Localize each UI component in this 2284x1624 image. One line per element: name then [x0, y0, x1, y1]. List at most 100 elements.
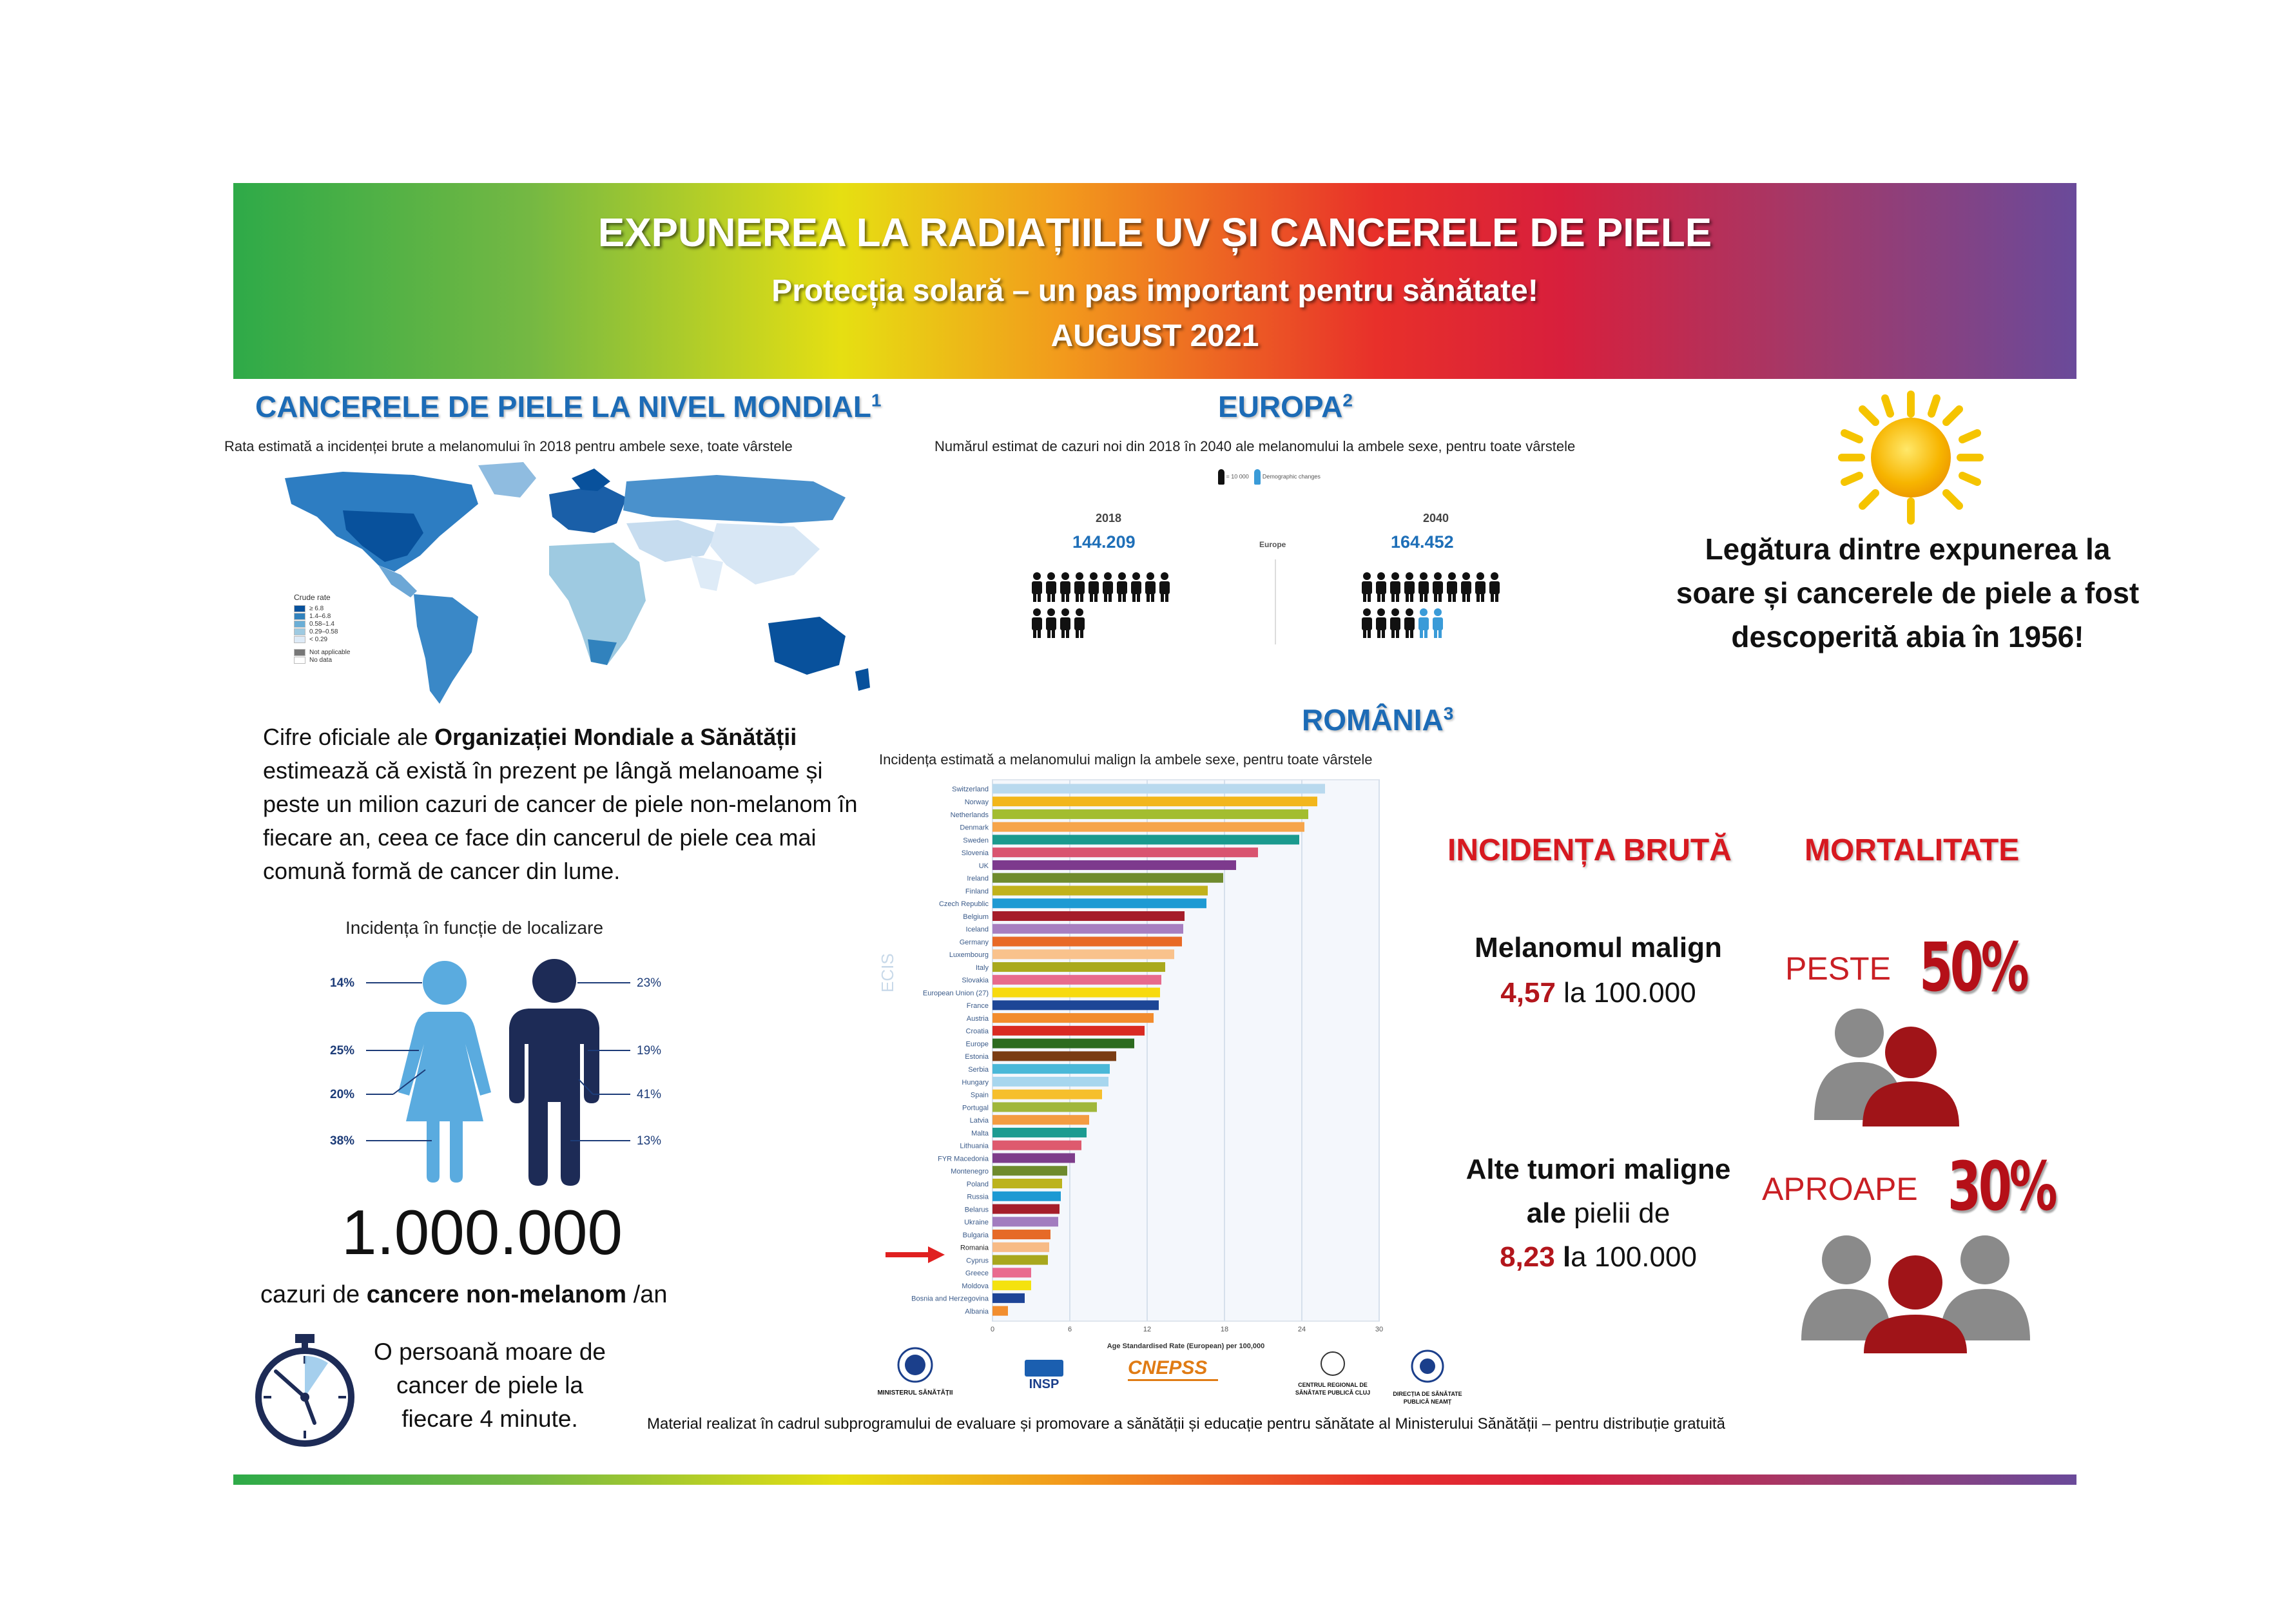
legend-label: Not applicable [309, 648, 351, 656]
europe-divider [1275, 559, 1276, 644]
category-label: Cyprus [966, 1257, 989, 1264]
legend-item: 1.4–6.8 [294, 612, 350, 620]
person-icon [1390, 608, 1400, 638]
bar-sweden [992, 835, 1299, 845]
category-label: Portugal [962, 1104, 989, 1112]
person-icon [1418, 608, 1429, 638]
bar-slovakia [992, 974, 1161, 985]
incidence-title: INCIDENȚA BRUTĂ [1447, 833, 1732, 867]
europe-value-2040: 164.452 [1391, 532, 1454, 552]
bar-norway [992, 797, 1317, 807]
category-label: Luxembourg [949, 951, 989, 959]
footer-bar [233, 1474, 2076, 1485]
person-icon [1376, 572, 1386, 602]
nonmelanoma-caption: cazuri de cancere non-melanom /an [260, 1281, 668, 1308]
bar-italy [992, 962, 1165, 972]
male-pct-2: 19% [637, 1044, 662, 1058]
who-paragraph: Cifre oficiale ale Organizației Mondiale… [263, 724, 858, 884]
category-label: Albania [965, 1308, 989, 1315]
sun-fact-text: Legătura dintre expunerea la soare și ca… [1676, 532, 2140, 653]
person-icon [1032, 572, 1042, 602]
europe-value-2018: 144.209 [1072, 532, 1136, 552]
male-pct-3: 41% [637, 1088, 662, 1101]
person-icon [1159, 572, 1170, 602]
footer-text: Material realizat în cadrul subprogramul… [647, 1415, 1725, 1433]
bar-croatia [992, 1025, 1145, 1036]
category-label: Netherlands [951, 811, 989, 819]
legend-swatch [294, 620, 305, 628]
melanoma-rate: 4,57 la 100.000 [1500, 977, 1696, 1009]
europe-caption: Numărul estimat de cazuri noi din 2018 î… [934, 438, 1576, 454]
bar-bulgaria [992, 1230, 1050, 1240]
category-label: Europe [966, 1040, 989, 1048]
person-icon [1489, 572, 1500, 602]
category-label: Estonia [965, 1053, 989, 1061]
category-label: Norway [965, 798, 989, 806]
svg-text:DIRECȚIA DE SĂNĂTATE: DIRECȚIA DE SĂNĂTATE [1393, 1391, 1462, 1397]
mortality-pct-2: 30% [1948, 1147, 2058, 1226]
bar-serbia [992, 1064, 1110, 1074]
bar-austria [992, 1013, 1154, 1023]
bar-netherlands [992, 809, 1308, 819]
bar-portugal [992, 1102, 1097, 1112]
chart-watermark: ECIS [878, 953, 897, 992]
category-label: Hungary [962, 1079, 989, 1087]
legend-label: 0.29–0.58 [309, 628, 338, 635]
category-label: Latvia [970, 1117, 989, 1125]
category-label: Poland [967, 1181, 989, 1188]
two-people-icon [1814, 1009, 1959, 1126]
bar-estonia [992, 1051, 1116, 1061]
legend-label: 1.4–6.8 [309, 612, 331, 620]
female-pct-4: 38% [330, 1134, 355, 1148]
legend-item: < 0.29 [294, 635, 350, 643]
category-label: Czech Republic [939, 900, 989, 908]
bar-greece [992, 1268, 1031, 1278]
europe-center-label: Europe [1259, 540, 1286, 549]
bar-russia [992, 1191, 1061, 1201]
bar-luxembourg [992, 949, 1174, 960]
person-icon [1074, 572, 1085, 602]
person-icon [1376, 608, 1386, 638]
bar-finland [992, 885, 1208, 896]
bar-belgium [992, 911, 1185, 922]
bar-bosnia-and-herzegovina [992, 1293, 1025, 1303]
europe-legend: = 10 000 Demographic changes [1218, 469, 1321, 485]
person-icon [1032, 608, 1042, 638]
romania-section-title: ROMÂNIA3 [1302, 703, 1454, 737]
plot-area [992, 779, 1380, 1322]
bar-montenegro [992, 1166, 1067, 1176]
legend-swatch [294, 648, 305, 656]
bar-czech-republic [992, 898, 1206, 909]
bar-ireland [992, 873, 1223, 883]
cnepss-logo: CNEPSS [1128, 1357, 1218, 1381]
bar-europe [992, 1038, 1134, 1049]
svg-text:PUBLICĂ NEAMȚ: PUBLICĂ NEAMȚ [1404, 1398, 1452, 1405]
ministry-logo: MINISTERUL SĂNĂTĂȚII [877, 1347, 953, 1397]
bar-romania [992, 1242, 1049, 1252]
male-head [532, 959, 576, 1003]
person-icon [1362, 608, 1372, 638]
female-figure [398, 1012, 491, 1183]
male-pct-4: 13% [637, 1134, 662, 1148]
bar-uk [992, 860, 1236, 870]
legend-item: Not applicable [294, 648, 350, 656]
x-tick-label: 12 [1143, 1326, 1151, 1333]
legend-swatch [294, 612, 305, 620]
person-icon [1145, 572, 1156, 602]
svg-text:SĂNĂTATE PUBLICĂ CLUJ: SĂNĂTATE PUBLICĂ CLUJ [1295, 1389, 1370, 1396]
legend-item: 0.29–0.58 [294, 628, 350, 635]
category-label: Ireland [967, 875, 989, 883]
category-label: Austria [967, 1015, 989, 1023]
person-icon [1461, 572, 1471, 602]
mortality-word-1: PESTE [1785, 951, 1891, 987]
bar-germany [992, 936, 1182, 947]
bar-moldova [992, 1281, 1031, 1291]
female-pct-1: 14% [330, 976, 355, 990]
world-map [285, 462, 870, 704]
body-figures [366, 959, 630, 1186]
svg-text:INSP: INSP [1029, 1377, 1060, 1391]
other-tumors-rate: 8,23 la 100.000 [1500, 1241, 1697, 1273]
person-icon [1046, 608, 1056, 638]
person-icon [1475, 572, 1486, 602]
category-label: FYR Macedonia [938, 1155, 989, 1163]
